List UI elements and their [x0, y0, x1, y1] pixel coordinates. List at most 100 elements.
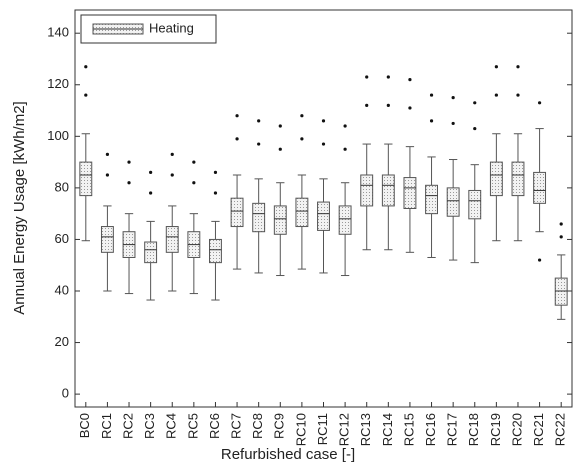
x-tick-label: RC8 [250, 413, 265, 439]
x-tick-label: RC16 [423, 413, 438, 446]
outlier [127, 181, 131, 185]
box [273, 205, 287, 235]
outlier [516, 93, 520, 97]
outlier [408, 78, 412, 82]
x-axis-label: Refurbished case [-] [221, 446, 355, 463]
outlier [386, 103, 390, 107]
x-tick-label: RC18 [466, 413, 481, 446]
outlier [170, 173, 174, 177]
outlier [235, 137, 239, 141]
outlier [494, 93, 498, 97]
box [554, 277, 568, 306]
outlier [559, 222, 563, 226]
outlier [559, 235, 563, 239]
x-tick-label: RC11 [315, 413, 330, 445]
outlier [257, 119, 261, 123]
outlier [105, 152, 110, 156]
box [338, 205, 352, 235]
y-tick-label: 40 [55, 282, 69, 297]
outlier [84, 93, 88, 97]
outlier [365, 103, 369, 107]
box [381, 174, 395, 207]
outlier [343, 124, 347, 128]
box [468, 189, 482, 220]
x-tick-label: RC2 [120, 413, 135, 439]
outlier [473, 126, 477, 131]
x-tick-label: RC5 [185, 413, 200, 439]
legend-label: Heating [149, 20, 194, 35]
x-tick-label: RC7 [229, 413, 244, 439]
box [533, 171, 547, 204]
x-tick-label: RC15 [401, 413, 416, 446]
outlier [386, 75, 390, 79]
box [252, 202, 266, 233]
outlier [429, 119, 434, 123]
outlier [473, 101, 477, 105]
box [230, 197, 244, 228]
outlier [149, 191, 153, 195]
outlier [235, 114, 239, 118]
box [209, 238, 222, 264]
box [403, 177, 417, 210]
x-tick-label: RC22 [553, 413, 568, 446]
outlier [84, 65, 88, 69]
x-tick-label: RC20 [509, 413, 524, 446]
y-tick-label: 20 [55, 334, 69, 349]
outlier [494, 65, 498, 69]
x-tick-label: RC10 [293, 413, 308, 446]
x-tick-label: RC4 [164, 413, 179, 439]
outlier [537, 101, 542, 105]
y-tick-label: 140 [47, 25, 69, 40]
outlier [213, 191, 218, 195]
box [79, 161, 93, 197]
y-axis-label: Annual Energy Usage [kWh/m2] [11, 101, 28, 314]
x-tick-label: RC21 [531, 413, 546, 446]
box [295, 197, 309, 228]
outlier [537, 258, 542, 262]
outlier [278, 124, 282, 128]
x-tick-label: RC9 [272, 413, 287, 439]
outlier [149, 170, 153, 175]
outlier [516, 65, 520, 69]
x-tick-label: RC12 [337, 413, 352, 446]
box [446, 187, 460, 217]
y-tick-label: 80 [55, 179, 69, 194]
y-tick-label: 60 [55, 231, 69, 246]
outlier [257, 142, 261, 146]
box [511, 161, 525, 197]
outlier [408, 106, 412, 110]
outlier [429, 93, 434, 97]
box [489, 161, 503, 197]
outlier [321, 142, 326, 146]
box [425, 184, 438, 215]
x-tick-label: BC0 [77, 413, 92, 438]
x-tick-label: RC6 [207, 413, 222, 439]
box [100, 226, 114, 253]
x-tick-label: RC17 [445, 413, 460, 446]
outlier [343, 147, 347, 151]
x-tick-label: RC14 [380, 413, 395, 446]
y-tick-label: 0 [62, 386, 69, 401]
x-tick-label: RC13 [358, 413, 373, 446]
outlier [170, 152, 174, 156]
outlier [451, 121, 455, 126]
outlier [127, 160, 131, 164]
outlier [213, 170, 218, 175]
outlier [300, 114, 304, 118]
outlier [365, 75, 369, 79]
x-tick-label: RC1 [99, 413, 114, 439]
outlier [451, 96, 455, 100]
x-tick-label: RC3 [142, 413, 157, 439]
box [165, 226, 179, 253]
y-tick-label: 100 [47, 128, 69, 143]
y-tick-label: 120 [47, 76, 69, 91]
outlier [278, 147, 282, 151]
outlier [300, 137, 304, 141]
box [317, 201, 330, 231]
box [360, 174, 374, 207]
box [144, 241, 158, 264]
outlier [192, 181, 196, 185]
outlier [321, 119, 326, 123]
outlier [105, 173, 110, 177]
